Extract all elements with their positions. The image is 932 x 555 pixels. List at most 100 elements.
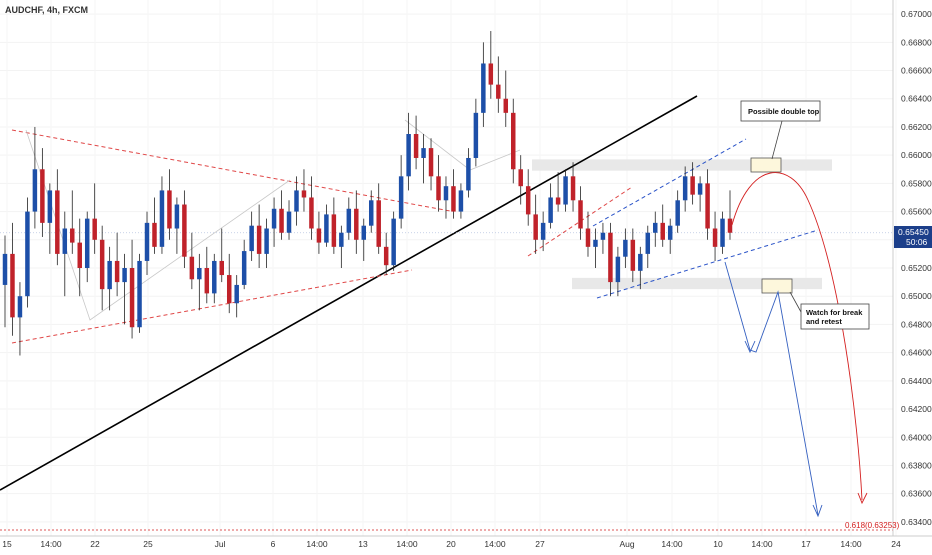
- time-tick-label: 25: [143, 539, 153, 549]
- candle-body: [144, 222, 150, 261]
- candle-body: [473, 112, 479, 158]
- candle-body: [346, 208, 352, 233]
- candle-body: [398, 176, 404, 219]
- candle-body: [555, 197, 561, 205]
- price-tick-label: 0.65000: [901, 291, 932, 301]
- candle-body: [623, 239, 628, 257]
- candle-body: [92, 218, 97, 240]
- double-top-projection: [731, 172, 863, 501]
- price-tick-label: 0.64400: [901, 376, 932, 386]
- candle-body: [525, 186, 531, 215]
- candle-body: [608, 232, 613, 283]
- candle-body: [159, 190, 165, 247]
- candle-body: [316, 228, 322, 243]
- price-tick-label: 0.65200: [901, 263, 932, 273]
- triangle-lower-line: [11, 269, 413, 344]
- candle-body: [2, 253, 8, 285]
- candle-body: [496, 84, 501, 99]
- candle-body: [122, 268, 127, 283]
- candle-body: [653, 222, 658, 233]
- candle-body: [77, 242, 82, 268]
- candle-body: [630, 239, 636, 271]
- break-retest-projection: [724, 261, 819, 516]
- candle-body: [279, 208, 284, 233]
- candle-body: [488, 63, 494, 85]
- break-retest-arrowhead-first: [744, 340, 756, 354]
- time-tick-label: 24: [891, 539, 901, 549]
- candle-body: [294, 190, 299, 212]
- candle-body: [70, 228, 75, 243]
- candle-body: [174, 204, 180, 229]
- candle-body: [152, 222, 157, 247]
- time-axis[interactable]: 15 14:00 22 25 Jul 6 14:00 13 14:00 20 14:00 27 Aug 1…: [2, 539, 901, 549]
- zone-layer: [532, 159, 832, 290]
- candle-body: [301, 190, 307, 198]
- candle-body: [578, 200, 583, 229]
- time-tick-label: 10: [713, 539, 723, 549]
- candle-body: [638, 253, 643, 271]
- double-top-note-box: [740, 100, 821, 122]
- candle-body: [697, 183, 703, 195]
- time-tick-label: 17: [801, 539, 811, 549]
- break-retest-note[interactable]: Watch for break and retest: [789, 291, 870, 330]
- candle-body: [682, 176, 688, 201]
- candle-body: [286, 211, 292, 233]
- candle-body: [518, 169, 523, 187]
- candle-body: [204, 268, 210, 294]
- candles-layer: [2, 31, 733, 356]
- price-tag-background: [894, 226, 932, 248]
- break-retest-note-pointer: [789, 291, 802, 313]
- price-axis[interactable]: 0.67000 0.66800 0.66600 0.66400 0.66200 0.660…: [901, 9, 932, 527]
- channel-lower-line: [596, 229, 819, 299]
- price-tick-label: 0.66200: [901, 122, 932, 132]
- time-tick-label: 14:00: [751, 539, 773, 549]
- candle-body: [720, 218, 725, 247]
- candle-body: [189, 256, 195, 280]
- time-tick-label: 14:00: [840, 539, 862, 549]
- price-tag: 0.65450 50:06: [894, 226, 932, 248]
- candle-body: [137, 260, 142, 328]
- double-top-note[interactable]: Possible double top: [740, 100, 821, 160]
- time-tick-label: 22: [90, 539, 100, 549]
- double-top-projection-arrowhead: [857, 492, 868, 505]
- fib-label: 0.618(0.63253): [845, 521, 900, 530]
- candle-body: [47, 190, 53, 223]
- channel-upper-line: [592, 138, 747, 227]
- candle-body: [585, 228, 591, 247]
- candle-body: [712, 228, 718, 247]
- price-tick-label: 0.65600: [901, 207, 932, 217]
- candle-body: [667, 225, 673, 240]
- candle-body: [212, 260, 217, 294]
- candle-body: [660, 222, 665, 240]
- time-tick-label: 14:00: [396, 539, 418, 549]
- candle-body: [428, 148, 434, 177]
- pattern-outline-left: [25, 129, 291, 321]
- time-tick-label: 15: [2, 539, 12, 549]
- price-tick-label: 0.64800: [901, 319, 932, 329]
- candle-body: [129, 268, 135, 328]
- price-tick-label: 0.66000: [901, 150, 932, 160]
- candle-body: [331, 214, 337, 247]
- candle-body: [339, 232, 344, 247]
- time-tick-label: 27: [535, 539, 545, 549]
- time-tick-label: Jul: [215, 539, 226, 549]
- break-retest-arrowhead-final: [812, 504, 823, 518]
- resistance-zone: [532, 159, 832, 171]
- price-tag-price: 0.65450: [898, 227, 929, 237]
- candle-body: [615, 256, 621, 283]
- candle-body: [458, 190, 464, 212]
- candle-body: [383, 246, 389, 266]
- candle-body: [361, 225, 367, 240]
- candle-body: [99, 239, 105, 290]
- time-tick-label: 13: [358, 539, 368, 549]
- candle-body: [62, 228, 68, 254]
- double-top-box: [750, 157, 782, 173]
- retest-box: [761, 278, 793, 294]
- symbol-title: AUDCHF, 4h, FXCM: [5, 5, 88, 15]
- candle-body: [271, 208, 277, 229]
- candle-body: [354, 208, 359, 240]
- candle-body: [391, 218, 396, 266]
